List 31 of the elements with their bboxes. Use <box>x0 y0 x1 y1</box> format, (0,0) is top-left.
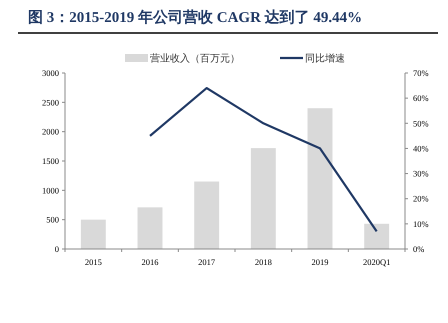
bar <box>364 224 390 249</box>
x-tick-label: 2019 <box>312 257 328 267</box>
bar <box>308 108 332 249</box>
legend-label: 营业收入（百万元） <box>150 52 240 64</box>
y-tick-label: 3000 <box>42 68 59 78</box>
y2-tick-label: 50% <box>413 118 429 128</box>
x-tick-label: 2015 <box>84 257 102 267</box>
y-tick-label: 1000 <box>42 185 59 196</box>
y-tick-label: 2500 <box>42 97 59 108</box>
y2-tick-label: 0% <box>413 244 424 254</box>
y2-tick-label: 70% <box>413 68 429 78</box>
y2-tick-label: 40% <box>413 143 429 154</box>
x-tick-label: 2018 <box>254 257 272 267</box>
chart-title: 图 3：2015-2019 年公司营收 CAGR 达到了 49.44% <box>28 9 362 26</box>
x-tick-label: 2017 <box>198 257 216 267</box>
y2-tick-label: 10% <box>413 218 429 229</box>
line-series <box>148 86 378 232</box>
x-tick-label: 2020Q1 <box>362 257 390 267</box>
legend-label: 同比增速 <box>305 52 345 64</box>
bar <box>138 207 162 249</box>
bar <box>250 148 276 249</box>
y-tick-label: 1500 <box>42 156 59 166</box>
y2-tick-label: 60% <box>413 93 429 104</box>
x-tick-label: 2016 <box>142 257 158 267</box>
bar <box>80 220 106 249</box>
y-tick-label: 2000 <box>42 126 59 137</box>
bar <box>194 182 220 249</box>
y-tick-label: 500 <box>46 214 59 225</box>
y2-tick-label: 20% <box>413 194 429 204</box>
y2-tick-label: 30% <box>413 168 429 179</box>
y-tick-label: 0 <box>54 244 59 254</box>
